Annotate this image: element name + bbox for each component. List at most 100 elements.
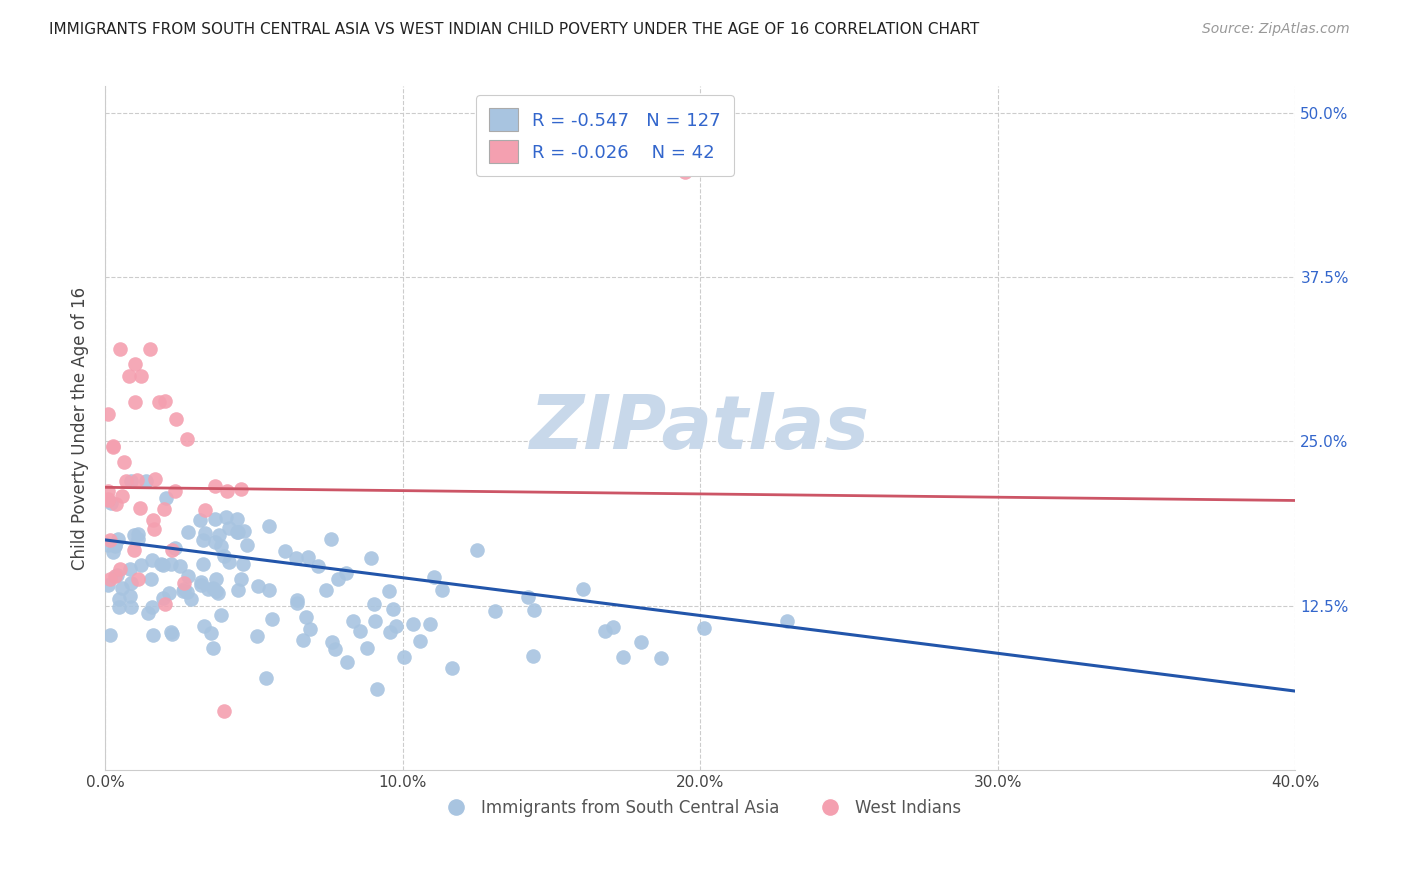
Point	[160, 543, 183, 558]
Point	[97, 578, 120, 592]
Point	[204, 479, 226, 493]
Point	[104, 539, 127, 553]
Point	[108, 343, 131, 357]
Point	[205, 583, 228, 598]
Point	[111, 490, 134, 504]
Point	[127, 526, 149, 541]
Point	[97, 492, 120, 507]
Point	[104, 568, 127, 582]
Point	[194, 503, 217, 517]
Point	[108, 562, 131, 576]
Point	[209, 539, 232, 553]
Point	[323, 641, 346, 656]
Point	[342, 614, 364, 628]
Point	[484, 604, 506, 618]
Point	[103, 439, 125, 453]
Point	[190, 574, 212, 589]
Point	[177, 524, 200, 539]
Point	[98, 572, 121, 586]
Point	[100, 533, 122, 548]
Point	[229, 573, 252, 587]
Point	[160, 558, 183, 572]
Point	[336, 655, 359, 669]
Point	[120, 600, 142, 615]
Point	[118, 368, 141, 383]
Point	[675, 165, 697, 179]
Point	[127, 532, 149, 546]
Point	[165, 541, 187, 556]
Point	[593, 624, 616, 638]
Point	[120, 576, 142, 591]
Point	[315, 582, 337, 597]
Point	[321, 635, 343, 649]
Point	[419, 616, 441, 631]
Point	[122, 528, 145, 542]
Point	[212, 704, 235, 718]
Point	[297, 550, 319, 565]
Point	[101, 545, 124, 559]
Point	[176, 432, 198, 446]
Point	[191, 558, 214, 572]
Point	[349, 624, 371, 638]
Point	[572, 582, 595, 596]
Point	[775, 614, 797, 628]
Point	[208, 528, 231, 542]
Point	[262, 612, 284, 626]
Point	[160, 625, 183, 640]
Point	[335, 566, 357, 581]
Point	[142, 628, 165, 642]
Point	[155, 393, 177, 408]
Point	[467, 543, 489, 558]
Point	[378, 583, 401, 598]
Point	[115, 474, 138, 488]
Point	[121, 474, 143, 488]
Point	[127, 473, 149, 487]
Point	[165, 412, 187, 426]
Point	[209, 608, 232, 623]
Point	[97, 483, 120, 498]
Point	[285, 550, 308, 565]
Point	[177, 569, 200, 583]
Point	[162, 627, 184, 641]
Point	[409, 633, 432, 648]
Y-axis label: Child Poverty Under the Age of 16: Child Poverty Under the Age of 16	[72, 286, 89, 570]
Point	[107, 532, 129, 546]
Point	[441, 661, 464, 675]
Point	[218, 555, 240, 569]
Point	[136, 607, 159, 621]
Point	[169, 559, 191, 574]
Point	[143, 472, 166, 486]
Point	[172, 583, 194, 598]
Point	[127, 572, 149, 586]
Point	[356, 641, 378, 656]
Point	[212, 549, 235, 563]
Point	[108, 591, 131, 606]
Point	[173, 582, 195, 596]
Point	[236, 538, 259, 552]
Point	[153, 502, 176, 516]
Point	[254, 672, 277, 686]
Point	[141, 553, 163, 567]
Point	[101, 440, 124, 454]
Point	[326, 572, 349, 586]
Point	[295, 610, 318, 624]
Point	[274, 544, 297, 558]
Point	[98, 628, 121, 642]
Point	[152, 558, 174, 572]
Point	[423, 570, 446, 584]
Point	[226, 512, 249, 526]
Point	[176, 585, 198, 599]
Point	[226, 524, 249, 539]
Point	[378, 624, 401, 639]
Point	[118, 561, 141, 575]
Point	[152, 591, 174, 606]
Point	[155, 491, 177, 506]
Point	[205, 572, 228, 586]
Point	[193, 533, 215, 547]
Point	[285, 596, 308, 610]
Point	[173, 576, 195, 591]
Point	[97, 538, 120, 552]
Point	[107, 599, 129, 614]
Point	[401, 616, 423, 631]
Point	[246, 629, 269, 643]
